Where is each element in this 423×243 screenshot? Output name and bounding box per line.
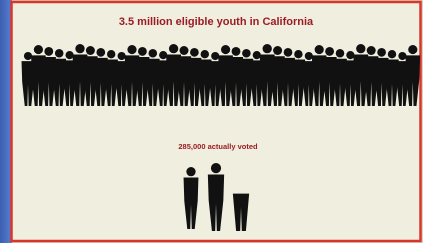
slide: 3.5 million eligible youth in California… — [0, 0, 423, 243]
frame — [12, 2, 421, 241]
caption: 285,000 actually voted — [178, 142, 258, 151]
headline: 3.5 million eligible youth in California — [119, 16, 314, 28]
side-strip — [0, 0, 12, 243]
